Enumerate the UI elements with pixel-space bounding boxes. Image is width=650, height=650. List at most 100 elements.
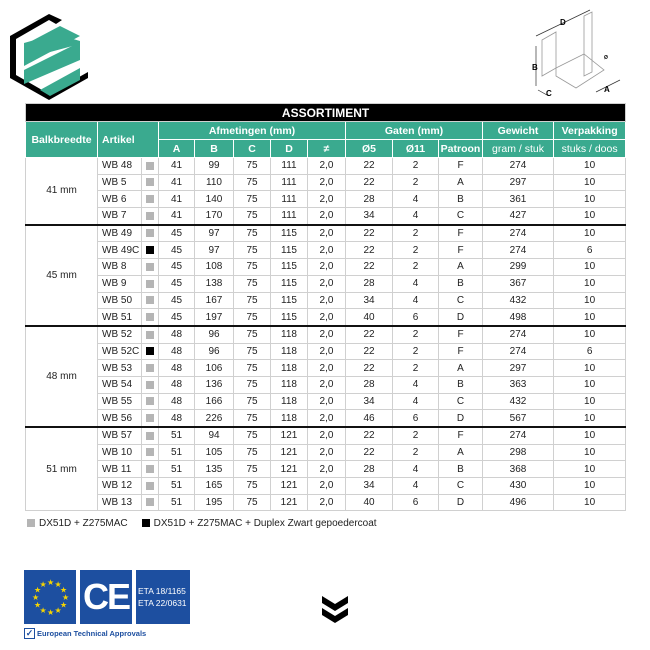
grey-finish-swatch-icon <box>146 262 154 271</box>
cell-finish <box>141 342 159 361</box>
cell-c: 75 <box>233 241 271 260</box>
table-row: WB 7 41 170 75 111 2,0 34 4 C 427 10 <box>26 207 627 226</box>
cell-verpakking: 10 <box>552 409 627 429</box>
cell-thickness: 2,0 <box>307 173 346 192</box>
cell-b: 96 <box>194 342 234 361</box>
cell-gewicht: 299 <box>482 258 554 276</box>
cell-thickness: 2,0 <box>307 157 346 175</box>
cell-artikel: WB 11 <box>97 460 142 479</box>
cell-gewicht: 274 <box>482 157 554 175</box>
cell-patroon: B <box>438 460 483 479</box>
col-d: D <box>270 139 308 158</box>
cell-c: 75 <box>233 359 271 377</box>
star-icon: ★ <box>55 606 62 615</box>
cell-artikel: WB 13 <box>97 493 142 512</box>
cell-b: 226 <box>194 409 234 429</box>
cell-d: 111 <box>270 190 308 209</box>
cell-verpakking: 10 <box>552 291 627 310</box>
cell-artikel: WB 6 <box>97 190 142 209</box>
cell-o5: 28 <box>345 460 393 479</box>
cell-finish <box>141 477 159 495</box>
cell-o5: 22 <box>345 224 393 243</box>
cell-thickness: 2,0 <box>307 207 346 226</box>
cell-finish <box>141 224 159 243</box>
cell-finish <box>141 157 159 175</box>
cell-o11: 2 <box>392 443 439 462</box>
cell-finish <box>141 207 159 226</box>
cell-artikel: WB 51 <box>97 308 142 327</box>
table-row: WB 49C 45 97 75 115 2,0 22 2 F 274 6 <box>26 241 627 260</box>
cell-c: 75 <box>233 291 271 310</box>
cell-b: 165 <box>194 477 234 495</box>
cell-gewicht: 367 <box>482 274 554 293</box>
cell-patroon: F <box>438 342 483 361</box>
cell-d: 111 <box>270 207 308 226</box>
star-icon: ★ <box>60 586 67 595</box>
cell-verpakking: 10 <box>552 258 627 276</box>
cell-artikel: WB 7 <box>97 207 142 226</box>
cell-a: 51 <box>158 460 195 479</box>
cell-artikel: WB 8 <box>97 258 142 276</box>
grey-finish-swatch-icon <box>146 296 154 305</box>
cell-d: 121 <box>270 460 308 479</box>
company-logo <box>10 14 88 100</box>
cell-d: 121 <box>270 493 308 512</box>
cell-gewicht: 567 <box>482 409 554 429</box>
grey-finish-swatch-icon <box>146 229 154 238</box>
cell-o5: 22 <box>345 241 393 260</box>
cell-gewicht: 274 <box>482 241 554 260</box>
cell-o11: 2 <box>392 258 439 276</box>
cell-artikel: WB 10 <box>97 443 142 462</box>
table-row: 51 mm WB 57 51 94 75 121 2,0 22 2 F 274 10 <box>25 426 627 512</box>
cell-finish <box>141 375 159 394</box>
cell-o11: 6 <box>392 493 439 512</box>
cell-artikel: WB 53 <box>97 359 142 377</box>
cell-d: 115 <box>270 224 308 243</box>
col-balkbreedte: Balkbreedte <box>25 121 98 158</box>
cell-patroon: F <box>438 224 483 243</box>
table-row: WB 13 51 195 75 121 2,0 40 6 D 496 10 <box>26 493 627 512</box>
col-afmetingen: Afmetingen (mm) <box>158 121 346 140</box>
cell-artikel: WB 50 <box>97 291 142 310</box>
col-b: B <box>194 139 234 158</box>
black-finish-swatch-icon <box>146 246 154 255</box>
table-row: 41 mm WB 48 41 99 75 111 2,0 22 2 F 274 10 <box>25 156 627 226</box>
star-icon: ★ <box>32 593 39 602</box>
star-icon: ★ <box>40 606 47 615</box>
table-row: WB 55 48 166 75 118 2,0 34 4 C 432 10 <box>26 392 627 411</box>
cell-a: 41 <box>158 190 195 209</box>
cell-o11: 2 <box>392 173 439 192</box>
cell-a: 48 <box>158 359 195 377</box>
table-row: 48 mm WB 52 48 96 75 118 2,0 22 2 F 274 10 <box>25 325 627 429</box>
cell-a: 48 <box>158 409 195 429</box>
cell-b: 136 <box>194 375 234 394</box>
cell-patroon: F <box>438 157 483 175</box>
cell-verpakking: 10 <box>552 274 627 293</box>
double-chevron-down-icon[interactable] <box>322 596 348 626</box>
cell-gewicht: 298 <box>482 443 554 462</box>
cell-c: 75 <box>233 443 271 462</box>
cell-finish <box>141 291 159 310</box>
group-balkbreedte: 48 mm <box>25 325 98 429</box>
diagram-label-thickness: Ø <box>604 55 608 61</box>
table-row: WB 53 48 106 75 118 2,0 22 2 A 297 10 <box>26 359 627 377</box>
cell-gewicht: 496 <box>482 493 554 512</box>
cell-gewicht: 361 <box>482 190 554 209</box>
cell-o5: 34 <box>345 392 393 411</box>
cell-a: 41 <box>158 207 195 226</box>
col-artikel: Artikel <box>97 121 159 158</box>
cell-thickness: 2,0 <box>307 308 346 327</box>
cell-finish <box>141 409 159 429</box>
cell-c: 75 <box>233 308 271 327</box>
cell-patroon: F <box>438 426 483 445</box>
cell-artikel: WB 9 <box>97 274 142 293</box>
cell-gewicht: 430 <box>482 477 554 495</box>
star-icon: ★ <box>47 578 54 587</box>
cell-o11: 4 <box>392 291 439 310</box>
cell-b: 135 <box>194 460 234 479</box>
table-row: WB 10 51 105 75 121 2,0 22 2 A 298 10 <box>26 443 627 462</box>
cell-o11: 6 <box>392 409 439 429</box>
star-icon: ★ <box>60 601 67 610</box>
cell-thickness: 2,0 <box>307 325 346 344</box>
table-row: WB 6 41 140 75 111 2,0 28 4 B 361 10 <box>26 190 627 209</box>
